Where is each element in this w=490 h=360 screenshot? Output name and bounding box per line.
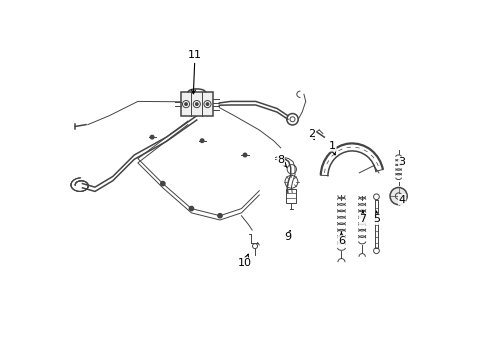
FancyBboxPatch shape (181, 93, 213, 116)
Text: 3: 3 (399, 157, 406, 167)
Text: 4: 4 (399, 195, 406, 204)
Text: 10: 10 (238, 254, 252, 268)
Circle shape (243, 153, 247, 157)
Circle shape (390, 188, 407, 204)
Circle shape (185, 103, 188, 105)
Circle shape (189, 206, 194, 211)
Text: 8: 8 (277, 156, 287, 167)
Text: 1: 1 (329, 141, 336, 155)
Text: 9: 9 (284, 230, 292, 242)
Text: 2: 2 (309, 129, 316, 140)
Circle shape (196, 103, 198, 105)
Text: 11: 11 (188, 50, 202, 94)
Text: 6: 6 (338, 232, 345, 246)
Circle shape (206, 103, 209, 105)
Text: 7: 7 (359, 211, 367, 224)
Circle shape (218, 213, 222, 218)
Circle shape (150, 135, 154, 139)
Text: 5: 5 (374, 211, 381, 224)
Circle shape (200, 139, 204, 143)
Circle shape (161, 181, 165, 186)
